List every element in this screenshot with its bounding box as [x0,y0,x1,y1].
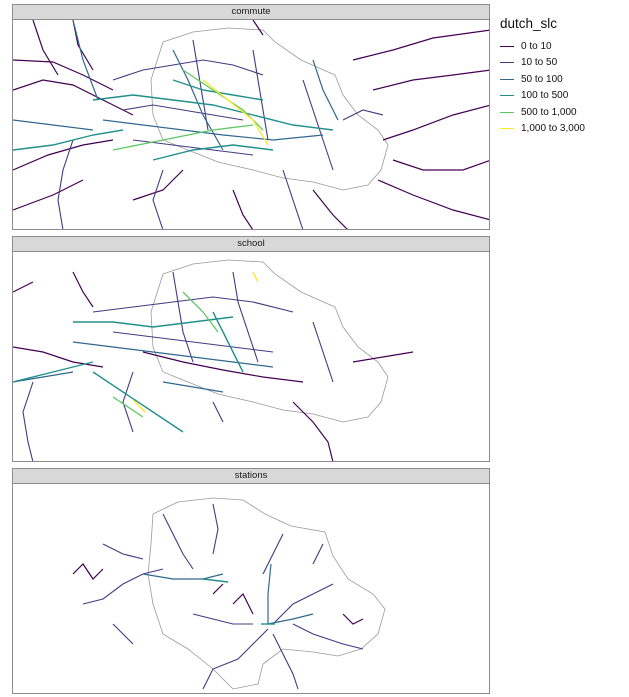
legend-label: 500 to 1,000 [521,106,577,118]
map-panel-commute [12,20,490,230]
routes-low [13,271,414,461]
legend-key [500,95,514,97]
map-legend: dutch_slc 0 to 10 10 to 50 50 to 100 100… [500,16,625,137]
routes-top [202,79,269,146]
legend-label: 100 to 500 [521,90,569,102]
facet-strip-commute: commute [12,4,490,20]
map-panel-school [12,252,490,462]
facet-strip-stations: stations [12,468,490,484]
boundary-outline [150,27,389,191]
legend-key [500,62,514,64]
route-network-commute [13,20,489,229]
routes-top [132,271,259,413]
legend-item: 100 to 500 [500,88,625,105]
map-panel-stations [12,484,490,694]
legend-label: 10 to 50 [521,57,558,69]
routes-mid-low [82,503,364,690]
facet-commute: commute [12,4,490,230]
route-network-stations [72,497,386,690]
legend-title: dutch_slc [500,16,558,31]
routes-mid [142,563,314,625]
legend-label: 50 to 100 [521,73,563,85]
legend-key [500,78,514,80]
routes-mid-low [22,271,334,461]
legend-item: 50 to 100 [500,71,625,88]
legend-key [500,45,514,47]
routes-mid-low [57,39,384,229]
legend-item: 1,000 to 3,000 [500,121,625,138]
facet-strip-school: school [12,236,490,252]
routes-low [13,20,489,229]
legend-key [500,111,514,113]
boundary-outline [150,259,389,423]
legend-key [500,128,514,130]
facet-school: school [12,236,490,462]
facet-stations: stations [12,468,490,694]
routes-low [72,563,364,625]
legend-label: 1,000 to 3,000 [521,123,585,135]
routes-high [13,311,244,433]
routes-mid [13,20,339,151]
legend-label: 0 to 10 [521,40,552,52]
routes-very-high [112,291,219,418]
legend-item: 0 to 10 [500,38,625,55]
routes-high [13,79,334,161]
routes-mid [13,341,274,393]
routes-high [202,578,275,625]
route-network-school [13,259,414,461]
legend-item: 10 to 50 [500,55,625,72]
legend-item: 500 to 1,000 [500,104,625,121]
boundary-outline [147,497,386,690]
